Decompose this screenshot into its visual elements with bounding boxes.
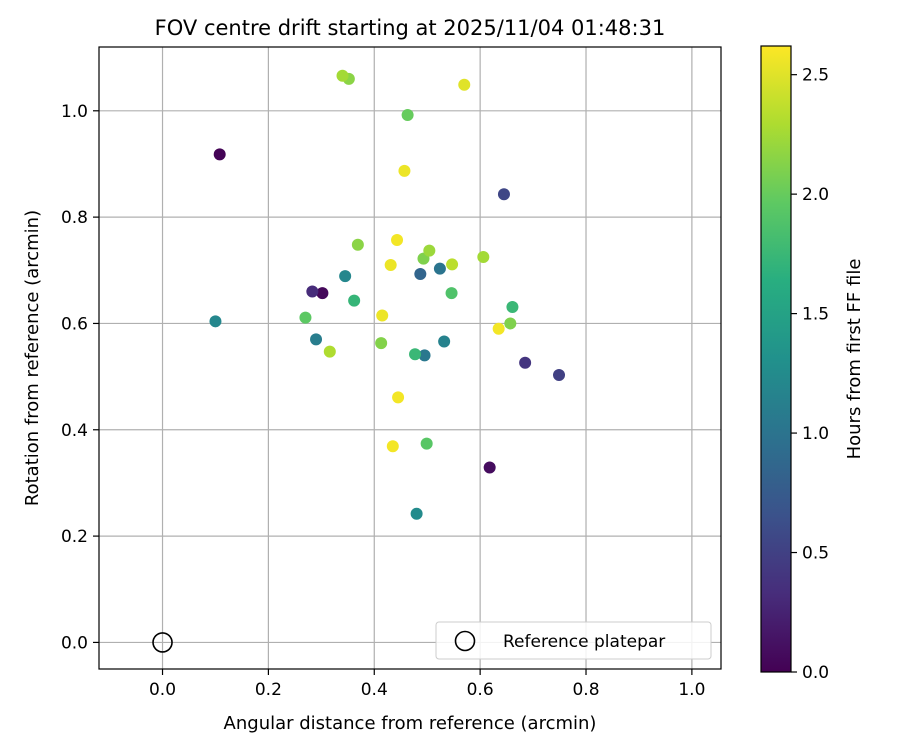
data-point bbox=[433, 262, 446, 275]
chart-title: FOV centre drift starting at 2025/11/04 … bbox=[155, 16, 666, 40]
data-point bbox=[213, 148, 226, 161]
y-tick-label: 0.2 bbox=[61, 527, 88, 547]
colorbar-label: Hours from first FF file bbox=[844, 259, 865, 460]
plot-frame bbox=[98, 46, 722, 670]
legend: Reference platepar bbox=[435, 621, 712, 660]
y-tick-label: 0.4 bbox=[61, 421, 88, 441]
data-point bbox=[446, 258, 459, 271]
data-point bbox=[497, 188, 510, 201]
y-axis-label: Rotation from reference (arcmin) bbox=[22, 210, 43, 506]
data-point bbox=[409, 348, 422, 361]
data-point bbox=[351, 238, 364, 251]
colorbar-tick-label: 2.0 bbox=[802, 185, 829, 205]
data-point bbox=[386, 440, 399, 453]
colorbar-ticks: 0.0 0.5 1.0 1.5 2.0 2.5 bbox=[791, 66, 829, 683]
data-point bbox=[483, 461, 496, 474]
data-point bbox=[310, 333, 323, 346]
data-point bbox=[477, 250, 490, 263]
colorbar-tick-label: 1.0 bbox=[802, 424, 829, 444]
data-point bbox=[323, 345, 336, 358]
data-point bbox=[420, 437, 433, 450]
data-point bbox=[398, 164, 411, 177]
data-point bbox=[375, 337, 388, 350]
data-point bbox=[506, 300, 519, 313]
colorbar-gradient bbox=[761, 46, 791, 672]
y-tick-label: 0.8 bbox=[61, 208, 88, 228]
data-point bbox=[376, 309, 389, 322]
legend-entry-reference: Reference platepar bbox=[503, 632, 665, 652]
colorbar: 0.0 0.5 1.0 1.5 2.0 2.5 Hours from first FF f… bbox=[760, 45, 865, 683]
legend-marker bbox=[454, 630, 476, 652]
data-point bbox=[348, 294, 361, 307]
data-point bbox=[209, 315, 222, 328]
data-point bbox=[458, 78, 471, 91]
y-tick-label: 1.0 bbox=[61, 102, 88, 122]
y-tick-label: 0.6 bbox=[61, 314, 88, 334]
reference-point-marker bbox=[152, 632, 173, 653]
x-tick-label: 1.0 bbox=[678, 680, 705, 700]
data-point bbox=[423, 244, 436, 257]
colorbar-frame bbox=[760, 45, 792, 673]
colorbar-tick-label: 0.5 bbox=[802, 544, 829, 564]
data-point bbox=[553, 369, 566, 382]
data-point bbox=[418, 349, 431, 362]
x-tick-label: 0.2 bbox=[255, 680, 282, 700]
x-tick-label: 0.8 bbox=[572, 680, 599, 700]
x-axis-label: Angular distance from reference (arcmin) bbox=[224, 713, 597, 734]
data-point bbox=[391, 233, 404, 246]
x-tick-label: 0.4 bbox=[361, 680, 388, 700]
data-point bbox=[306, 285, 319, 298]
grid bbox=[99, 47, 721, 669]
data-point bbox=[445, 287, 458, 300]
data-point bbox=[339, 270, 352, 283]
data-point bbox=[392, 391, 405, 404]
data-point bbox=[504, 317, 517, 330]
colorbar-tick-label: 2.5 bbox=[802, 66, 829, 86]
x-axis-ticks: 0.0 0.2 0.4 0.6 0.8 1.0 bbox=[149, 669, 705, 700]
data-point bbox=[316, 287, 329, 300]
data-point bbox=[410, 507, 423, 520]
data-point bbox=[384, 258, 397, 271]
y-axis-ticks: 0.0 0.2 0.4 0.6 0.8 1.0 bbox=[61, 102, 99, 653]
colorbar-tick-label: 0.0 bbox=[802, 663, 829, 683]
y-tick-label: 0.0 bbox=[61, 633, 88, 653]
data-point bbox=[492, 322, 505, 335]
data-point bbox=[401, 109, 414, 122]
data-points bbox=[209, 69, 566, 520]
data-point bbox=[519, 356, 532, 369]
x-tick-label: 0.0 bbox=[149, 680, 176, 700]
legend-box bbox=[435, 621, 712, 660]
data-point bbox=[336, 69, 349, 82]
x-tick-label: 0.6 bbox=[467, 680, 494, 700]
data-point bbox=[414, 268, 427, 281]
data-point bbox=[438, 335, 451, 348]
data-point bbox=[299, 311, 312, 324]
colorbar-tick-label: 1.5 bbox=[802, 305, 829, 325]
